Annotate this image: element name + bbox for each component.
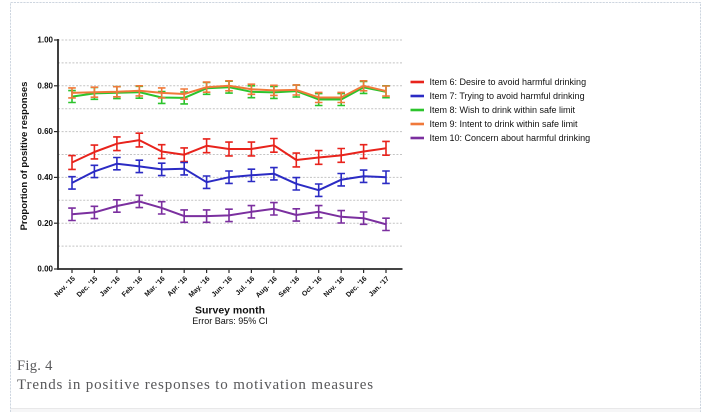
svg-text:Dec. '15: Dec. '15 <box>76 275 100 299</box>
svg-text:Item 10: Concern about harmful: Item 10: Concern about harmful drinking <box>430 133 591 143</box>
svg-text:Apr. '16: Apr. '16 <box>166 275 189 298</box>
svg-text:1.00: 1.00 <box>37 36 53 45</box>
svg-text:Nov. '15: Nov. '15 <box>54 275 77 298</box>
svg-text:Feb. '16: Feb. '16 <box>121 275 144 298</box>
svg-text:Item 9: Intent to drink within: Item 9: Intent to drink within safe limi… <box>430 119 579 129</box>
svg-text:Jan. '16: Jan. '16 <box>99 275 122 298</box>
svg-text:Proportion of positive respons: Proportion of positive responses <box>19 82 30 231</box>
svg-text:Jan. '17: Jan. '17 <box>368 275 391 298</box>
svg-text:0.20: 0.20 <box>37 219 53 228</box>
svg-text:May. '16: May. '16 <box>188 275 212 299</box>
svg-text:0.00: 0.00 <box>37 265 53 274</box>
svg-text:0.80: 0.80 <box>37 81 53 90</box>
svg-text:Nov. '16: Nov. '16 <box>323 275 346 298</box>
svg-text:Item 7: Trying to avoid harmfu: Item 7: Trying to avoid harmful drinking <box>430 91 585 101</box>
svg-text:Item 8: Wish to drink within s: Item 8: Wish to drink within safe limit <box>430 105 576 115</box>
svg-text:Mar. '16: Mar. '16 <box>144 275 167 298</box>
svg-text:Error Bars: 95% CI: Error Bars: 95% CI <box>192 316 268 326</box>
svg-text:Oct. '16: Oct. '16 <box>301 275 324 298</box>
svg-text:Dec. '16: Dec. '16 <box>345 275 369 299</box>
svg-text:Jun. '16: Jun. '16 <box>211 275 234 298</box>
svg-text:Sep. '16: Sep. '16 <box>278 275 302 299</box>
svg-text:0.60: 0.60 <box>37 127 53 136</box>
svg-text:0.40: 0.40 <box>37 173 53 182</box>
svg-text:Item 6: Desire to avoid harmfu: Item 6: Desire to avoid harmful drinking <box>430 77 587 87</box>
svg-text:Jul. '16: Jul. '16 <box>235 275 257 297</box>
svg-text:Aug. '16: Aug. '16 <box>255 275 279 299</box>
svg-text:Survey month: Survey month <box>195 305 265 317</box>
